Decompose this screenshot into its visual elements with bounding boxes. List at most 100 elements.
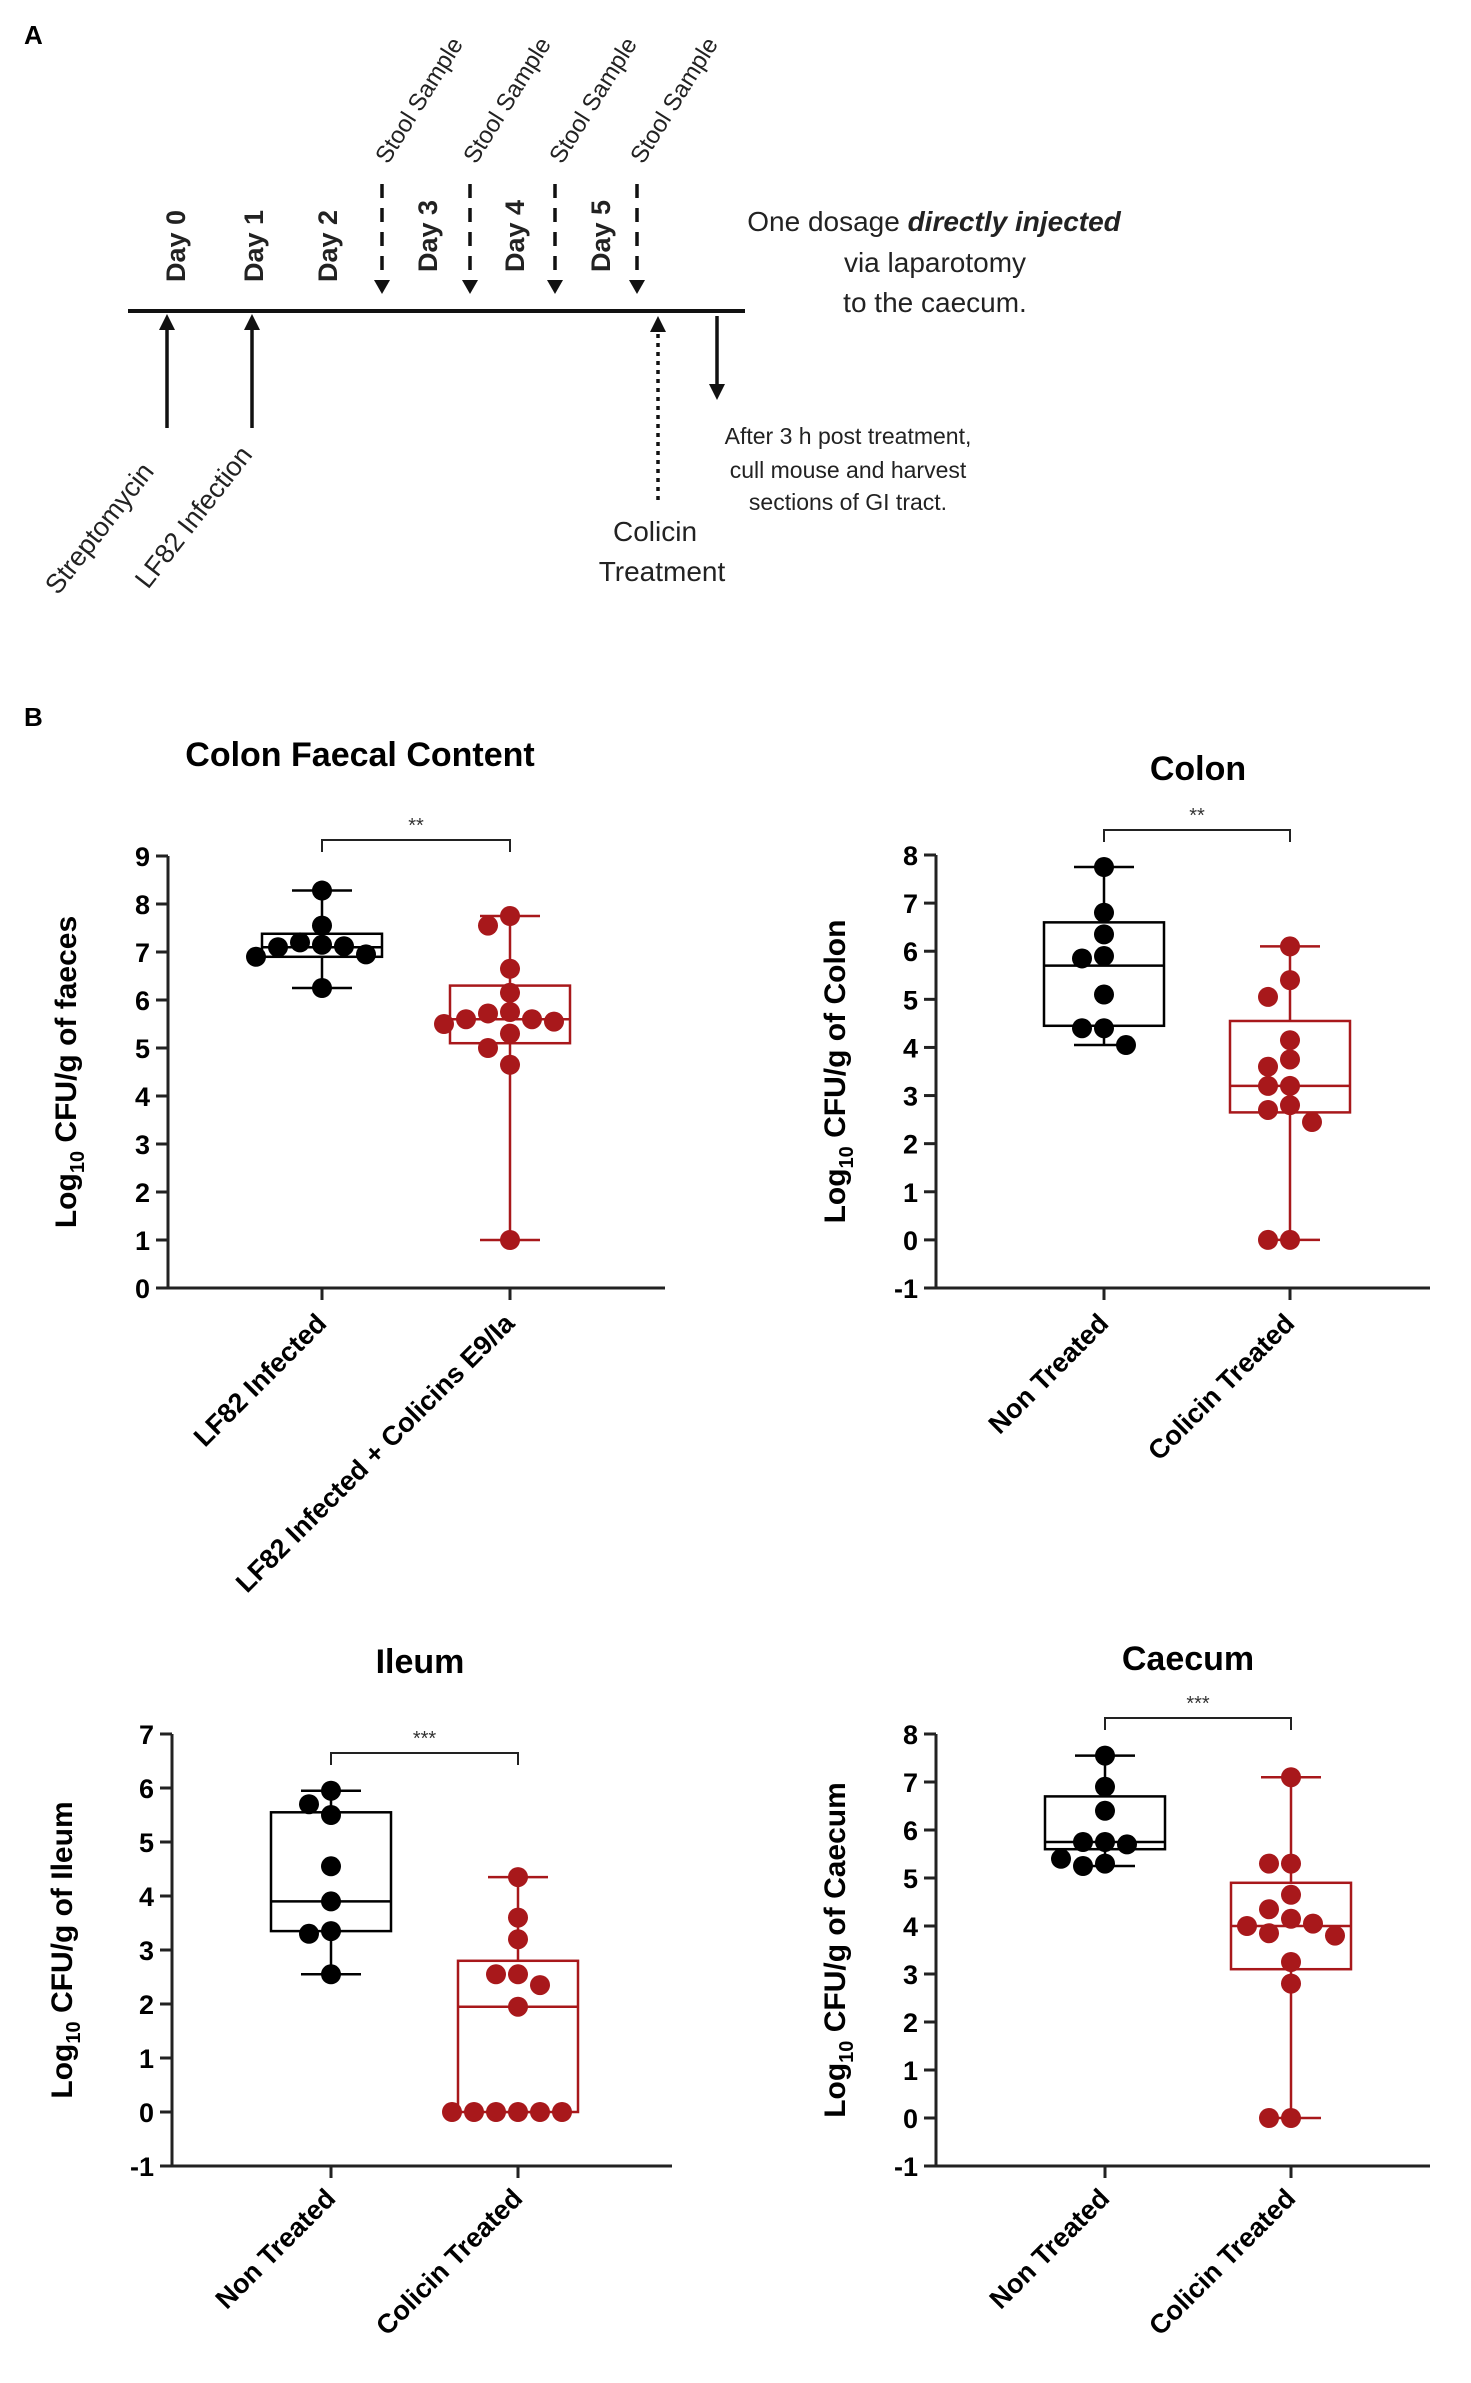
y-tick-label-caecum: -1 <box>894 2152 918 2182</box>
data-point <box>321 1856 341 1877</box>
data-point <box>486 2102 506 2122</box>
data-point <box>268 937 288 958</box>
dosage-line-1: One dosage directly injected <box>747 206 1121 237</box>
treatment-label: Treatment <box>599 556 726 587</box>
data-point <box>321 1921 341 1942</box>
data-point <box>312 880 332 901</box>
y-tick-label-faecal-content: 8 <box>135 890 150 920</box>
data-point <box>500 1054 520 1075</box>
data-point <box>1073 1832 1093 1852</box>
y-tick-label-faecal-content: 0 <box>135 1274 150 1304</box>
y-axis-label-caecum: Log10 CFU/g of Caecum <box>819 1782 858 2118</box>
series-faecal-content-control <box>246 880 384 998</box>
data-point <box>312 978 332 998</box>
x-category-label-faecal-content: LF82 Infected <box>188 1308 332 1452</box>
data-point <box>1094 984 1114 1005</box>
y-tick-label-faecal-content: 3 <box>135 1130 150 1160</box>
series-ileum-control <box>269 1780 393 1985</box>
chart-colon: Colon -1 0 1 2 3 4 5 6 7 8 Log10 CFU/g of Colon Non … <box>819 750 1430 1466</box>
data-point <box>334 936 354 957</box>
data-point <box>1302 1112 1322 1133</box>
x-category-label-ileum: Colicin Treated <box>370 2183 528 2341</box>
data-point <box>1258 1056 1278 1077</box>
y-tick-label-faecal-content: 5 <box>135 1034 150 1064</box>
series-caecum-control <box>1043 1745 1167 1876</box>
y-tick-label-colon: 7 <box>903 889 918 919</box>
y-tick-label-caecum: 6 <box>903 1816 918 1846</box>
chart-ileum: Ileum -1 0 1 2 3 4 5 6 7 Log10 CFU/g of Ileum Non T… <box>46 1643 672 2341</box>
data-point <box>1051 1848 1071 1869</box>
data-point <box>1095 1800 1115 1821</box>
y-tick-label-faecal-content: 7 <box>135 938 150 968</box>
y-tick-label-caecum: 3 <box>903 1960 918 1990</box>
chart-title-ileum: Ileum <box>376 1643 465 1681</box>
y-tick-label-caecum: 0 <box>903 2104 918 2134</box>
data-point <box>1073 1856 1093 1876</box>
x-category-label-caecum: Non Treated <box>984 2183 1116 2315</box>
day-0-label: Day 0 <box>161 210 191 282</box>
data-point <box>530 1975 550 1996</box>
data-point <box>1258 1099 1278 1120</box>
significance-bracket-faecal-content: ** <box>321 815 511 852</box>
data-point <box>356 944 376 965</box>
x-category-label-ileum: Non Treated <box>210 2183 342 2315</box>
y-tick-label-caecum: 2 <box>903 2008 918 2038</box>
data-point <box>1280 1075 1300 1096</box>
y-tick-label-caecum: 4 <box>903 1912 918 1942</box>
chart-title-caecum: Caecum <box>1122 1640 1254 1678</box>
y-tick-label-colon: -1 <box>894 1274 918 1304</box>
significance-bracket-colon: ** <box>1103 805 1291 842</box>
series-faecal-content-treated <box>434 906 572 1250</box>
significance-bracket-caecum: *** <box>1104 1693 1292 1730</box>
y-tick-label-caecum: 7 <box>903 1768 918 1798</box>
data-point <box>1280 1229 1300 1250</box>
data-point <box>434 1014 454 1034</box>
iqr-box <box>456 1959 580 2114</box>
data-point <box>508 1867 528 1888</box>
y-tick-label-caecum: 5 <box>903 1864 918 1894</box>
data-point <box>321 1891 341 1912</box>
data-point <box>1094 924 1114 945</box>
cull-line-1: After 3 h post treatment, <box>725 423 972 449</box>
data-point <box>1281 1884 1301 1905</box>
y-axis-label-colon: Log10 CFU/g of Colon <box>819 920 858 1224</box>
data-point <box>1259 1899 1279 1920</box>
data-point <box>321 1780 341 1801</box>
data-point <box>442 2102 462 2122</box>
y-tick-label-ileum: 6 <box>139 1774 154 1804</box>
day-1-label: Day 1 <box>239 210 269 282</box>
data-point <box>500 906 520 926</box>
data-point <box>246 946 266 967</box>
data-point <box>1259 2108 1279 2128</box>
data-point <box>1094 1018 1114 1039</box>
data-point <box>1072 1018 1092 1039</box>
y-tick-label-faecal-content: 4 <box>135 1082 150 1112</box>
data-point <box>1095 1776 1115 1797</box>
y-tick-label-ileum: 2 <box>139 1990 154 2020</box>
y-tick-label-caecum: 1 <box>903 2056 918 2086</box>
series-colon-treated <box>1228 936 1352 1250</box>
data-point <box>500 1230 520 1250</box>
y-tick-label-colon: 0 <box>903 1226 918 1256</box>
data-point <box>1280 1095 1300 1116</box>
y-tick-label-faecal-content: 1 <box>135 1226 150 1256</box>
data-point <box>1281 1973 1301 1994</box>
data-point <box>500 1023 520 1044</box>
day-4-label: Day 4 <box>500 200 530 272</box>
chart-title-colon: Colon <box>1150 750 1246 788</box>
cull-line-3: sections of GI tract. <box>749 489 947 515</box>
data-point <box>1237 1916 1257 1936</box>
significance-line <box>1104 1717 1292 1730</box>
data-point <box>1095 1832 1115 1852</box>
data-point <box>500 958 520 979</box>
data-point <box>508 1929 528 1950</box>
dosage-line-2: via laparotomy <box>844 247 1026 278</box>
colicin-label: Colicin <box>613 516 697 547</box>
data-point <box>1116 1035 1136 1056</box>
data-point <box>478 1003 498 1024</box>
data-point <box>500 982 520 1003</box>
cull-line-2: cull mouse and harvest <box>730 457 967 483</box>
data-point <box>530 2102 550 2122</box>
y-tick-label-colon: 5 <box>903 985 918 1015</box>
